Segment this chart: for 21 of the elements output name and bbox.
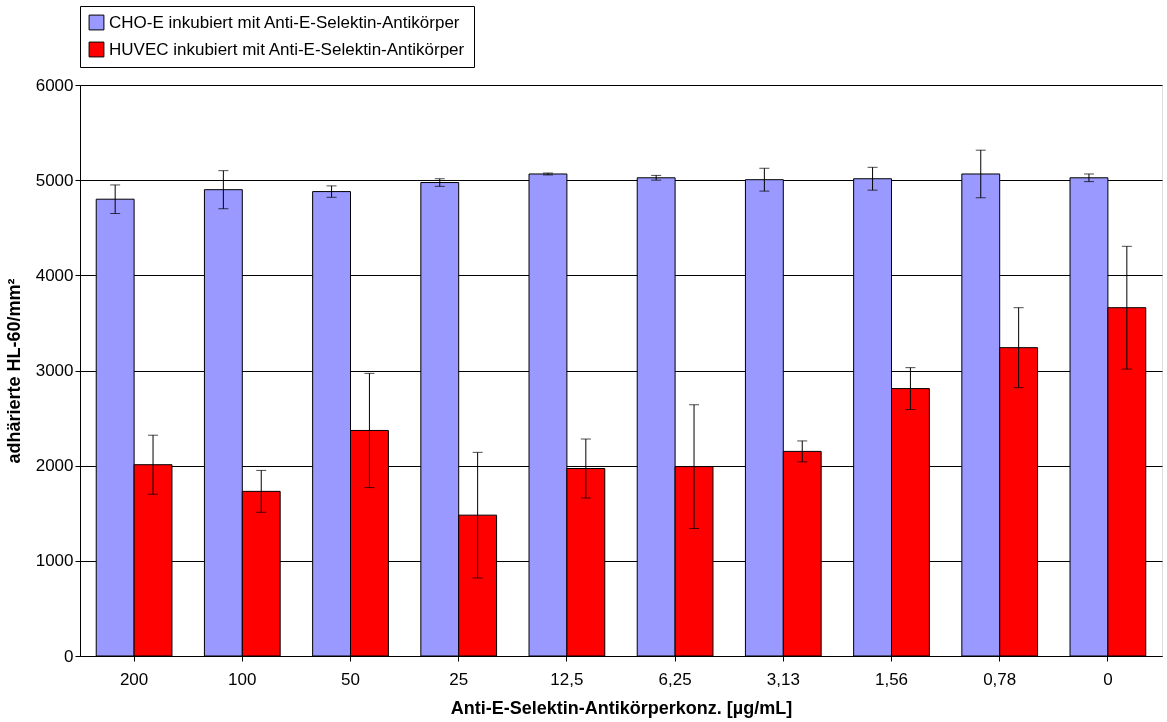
y-tick-label: 0	[64, 646, 74, 666]
y-tick-label: 3000	[35, 361, 74, 380]
x-tick-label: 200	[119, 669, 149, 689]
x-tick-label: 0	[1103, 669, 1113, 689]
x-tick-label: 50	[341, 669, 360, 689]
y-tick-label: 6000	[35, 75, 74, 95]
y-tick-label: 1000	[35, 551, 74, 571]
x-tick-label: 6,25	[658, 669, 692, 689]
x-tick-label: 3,13	[766, 669, 800, 689]
legend-label: HUVEC inkubiert mit Anti-E-Selektin-Antikörper	[109, 39, 465, 59]
x-tick-label: 12,5	[550, 669, 584, 689]
x-tick-label: 25	[449, 669, 469, 689]
x-axis-title: Anti-E-Selektin-Antikörperkonz. [µg/mL]	[450, 697, 793, 718]
y-axis-title: adhärierte HL-60/mm²	[3, 278, 24, 464]
x-tick-label: 0,78	[983, 669, 1017, 689]
x-tick-label: 1,56	[874, 669, 909, 689]
y-tick-label: 4000	[35, 265, 74, 285]
x-tick-label: 100	[228, 669, 257, 689]
y-tick-label: 2000	[35, 456, 74, 476]
y-tick-label: 5000	[35, 170, 74, 190]
legend-label: CHO-E inkubiert mit Anti-E-Selektin-Antikörper	[109, 12, 460, 32]
